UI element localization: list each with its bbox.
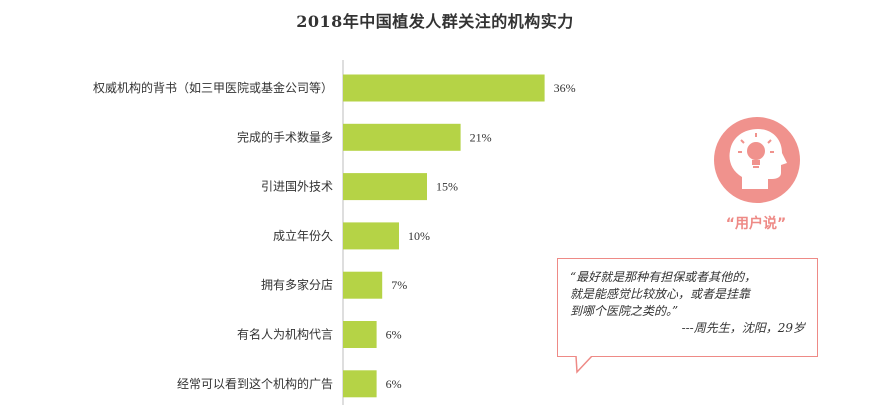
data-label: 7%	[391, 278, 407, 292]
quote-line: 到哪个医院之类的。”	[570, 304, 679, 318]
head-lightbulb-icon	[714, 117, 800, 203]
bar	[343, 271, 383, 299]
data-label: 10%	[408, 229, 430, 243]
data-label: 36%	[554, 81, 576, 95]
category-label: 经常可以看到这个机构的广告	[177, 376, 333, 391]
category-label: 完成的手术数量多	[237, 129, 333, 144]
bar	[343, 321, 377, 348]
category-label: 拥有多家分店	[261, 277, 333, 292]
chart-title: 2018年中国植发人群关注的机构实力	[296, 12, 574, 31]
data-label: 21%	[470, 130, 492, 144]
bar	[343, 370, 377, 398]
quote-line: “最好就是那种有担保或者其他的，	[570, 270, 757, 284]
quote-box: “最好就是那种有担保或者其他的， 就是能感觉比较放心，或者是挂靠 到哪个医院之类…	[557, 258, 818, 357]
category-label: 成立年份久	[273, 228, 333, 243]
user-says-label: “用户说”	[725, 216, 787, 232]
data-label: 6%	[386, 377, 402, 391]
bars-group: 权威机构的背书（如三甲医院或基金公司等） 36% 完成的手术数量多 21% 引进国外技术…	[93, 74, 576, 398]
bar	[343, 222, 399, 250]
data-label: 6%	[386, 328, 402, 342]
quote-line: 就是能感觉比较放心，或者是挂靠	[570, 287, 751, 301]
category-label: 权威机构的背书（如三甲医院或基金公司等）	[93, 80, 333, 95]
data-label: 15%	[436, 180, 458, 194]
quote-tail	[575, 356, 593, 374]
user-says-callout: “用户说”	[700, 117, 820, 247]
quote-signature: ---周先生，沈阳，29岁	[681, 321, 805, 335]
bar	[343, 123, 461, 151]
category-label: 有名人为机构代言	[237, 327, 333, 342]
bar	[343, 173, 427, 201]
category-label: 引进国外技术	[261, 180, 333, 194]
bar	[343, 74, 545, 102]
